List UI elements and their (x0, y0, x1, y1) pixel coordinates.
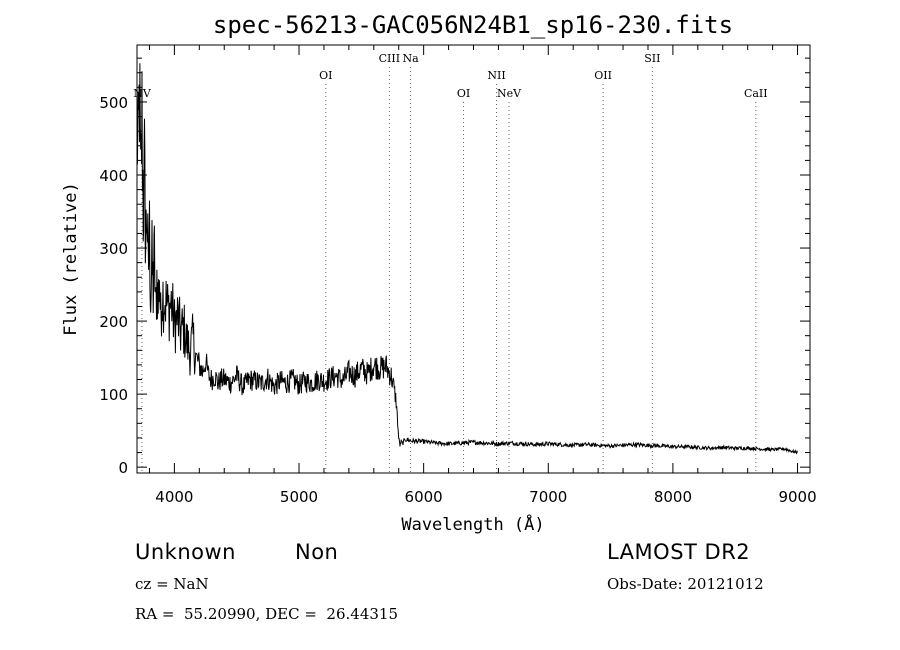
subclass-label: Non (295, 540, 339, 564)
y-axis-label: Flux (relative) (61, 182, 81, 336)
spectrum-line (136, 63, 798, 455)
x-tick-label-4000: 4000 (155, 488, 193, 506)
obs-date-text: Obs-Date: 20121012 (607, 575, 764, 593)
x-tick-label-8000: 8000 (654, 488, 692, 506)
x-axis: 4000 5000 6000 7000 8000 9000 (148, 45, 817, 506)
line-label-6: NeV (497, 87, 522, 100)
chart-title: spec-56213-GAC056N24B1_sp16-230.fits (213, 11, 733, 39)
y-tick-label-300: 300 (99, 240, 128, 258)
line-label-9: CaII (744, 87, 768, 100)
line-label-7: OII (594, 69, 612, 82)
x-tick-label-9000: 9000 (778, 488, 816, 506)
redshift-text: cz = NaN (135, 575, 209, 593)
line-label-1: OI (319, 69, 332, 82)
y-tick-label-200: 200 (99, 313, 128, 331)
y-tick-label-0: 0 (118, 459, 128, 477)
x-tick-label-6000: 6000 (405, 488, 443, 506)
spectrum-series (136, 63, 798, 455)
y-tick-label-500: 500 (99, 94, 128, 112)
x-axis-label: Wavelength (Å) (401, 513, 544, 535)
survey-label: LAMOST DR2 (607, 540, 751, 564)
line-label-3: Na (402, 52, 419, 65)
y-tick-label-100: 100 (99, 386, 128, 404)
class-label: Unknown (135, 540, 236, 564)
line-label-5: NII (487, 69, 505, 82)
line-label-4: OI (457, 87, 470, 100)
x-tick-label-5000: 5000 (280, 488, 318, 506)
x-tick-label-7000: 7000 (529, 488, 567, 506)
y-tick-label-400: 400 (99, 167, 128, 185)
coordinates-text: RA = 55.20990, DEC = 26.44315 (135, 605, 399, 623)
line-label-8: SII (644, 52, 660, 65)
line-label-2: CIII (379, 52, 400, 65)
plot-frame (136, 44, 811, 474)
y-axis: 0 100 200 300 400 500 (99, 57, 810, 477)
